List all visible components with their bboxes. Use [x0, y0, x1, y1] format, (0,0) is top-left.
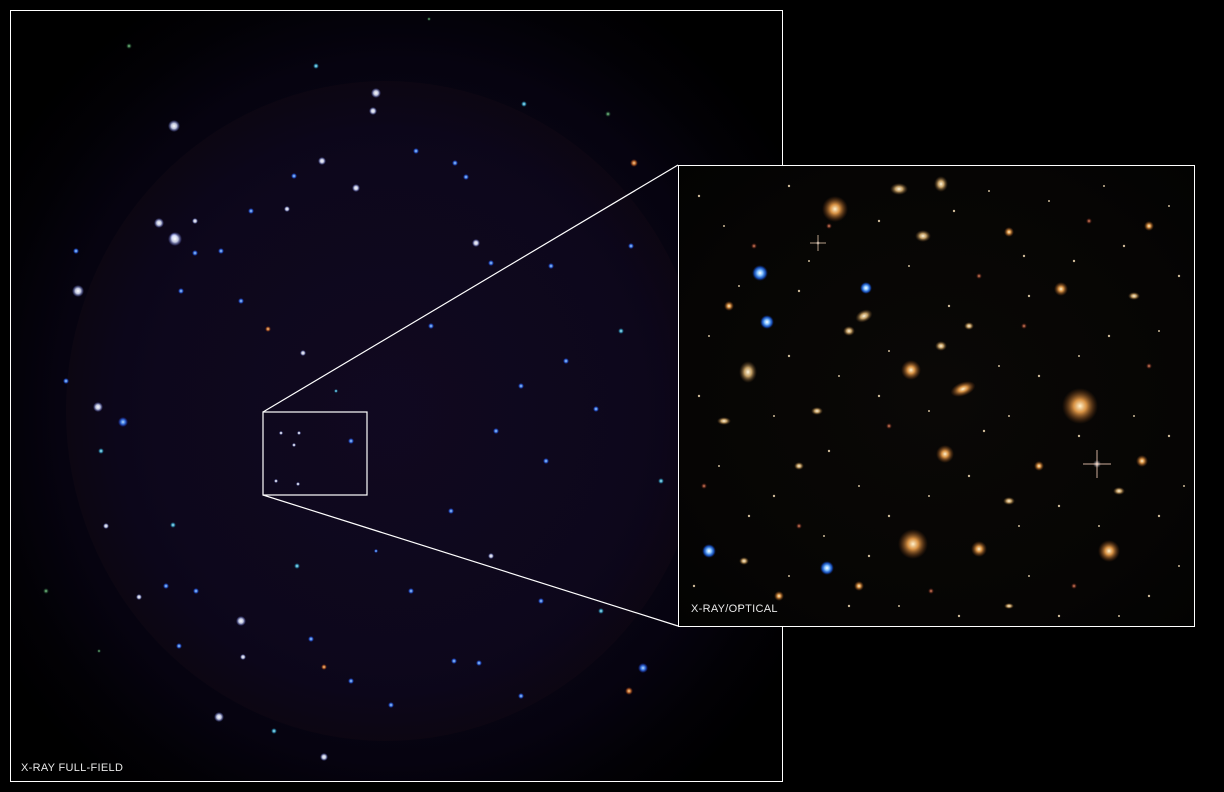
star-spike	[810, 235, 826, 251]
deep-field-galaxies	[692, 176, 1185, 618]
zoom-panel-label: X-RAY/OPTICAL	[691, 603, 778, 615]
star-spike	[1083, 450, 1111, 478]
xray-source-field	[43, 17, 664, 761]
xray-full-field-panel: X-RAY FULL-FIELD	[10, 10, 783, 782]
full-field-label: X-RAY FULL-FIELD	[21, 762, 124, 774]
xray-optical-zoom-panel: X-RAY/OPTICAL	[678, 165, 1195, 627]
